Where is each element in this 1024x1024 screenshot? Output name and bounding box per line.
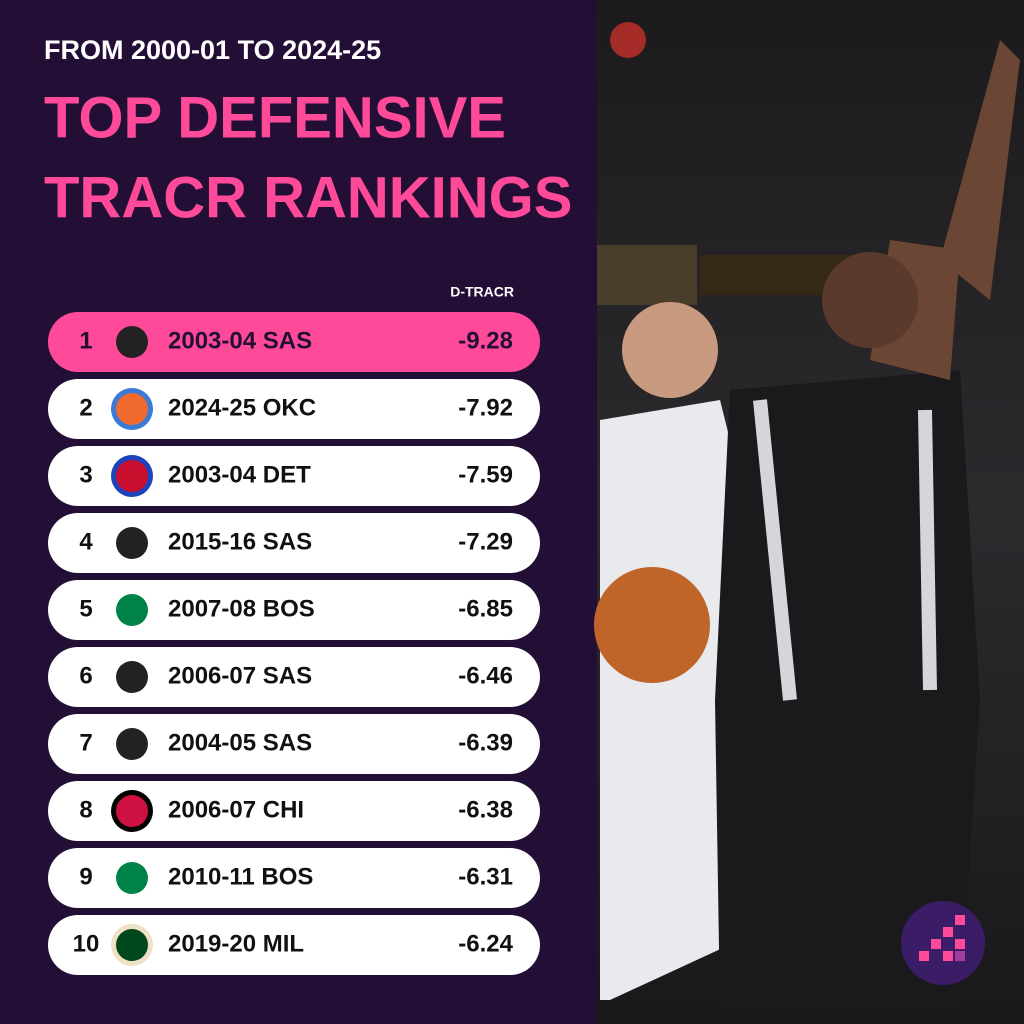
logo-core [116,594,148,626]
team-logo [111,455,153,497]
d-tracr-value: -6.24 [458,930,513,957]
ranking-row: 10 2019-20 MIL -6.24 [48,915,540,975]
team-logo [111,790,153,832]
title: TOP DEFENSIVE [44,85,506,150]
rank: 9 [79,863,92,890]
team-season: 2010-11 BOS [168,863,313,890]
team-season: 2003-04 SAS [168,327,312,354]
team-season: 2003-04 DET [168,461,311,488]
row-pill [48,714,540,774]
team-logo [116,661,148,693]
logo-core [116,862,148,894]
d-tracr-value: -6.85 [458,595,513,622]
ranking-row: 2 2024-25 OKC -7.92 [48,379,540,439]
team-logo [111,924,153,966]
team-logo [111,589,153,631]
logo-core [116,393,148,425]
rank: 1 [79,327,92,354]
d-tracr-value: -6.46 [458,662,513,689]
ranking-row: 8 2006-07 CHI -6.38 [48,781,540,841]
ranking-table: 1 2003-04 SAS -9.28 2 2024-25 OKC -7.92 3 2003-… [48,312,540,975]
d-tracr-value: -7.59 [458,461,513,488]
logo-core [116,326,148,358]
rank: 8 [79,796,92,823]
team-logo [116,326,148,358]
subtitle: FROM 2000-01 TO 2024-25 [44,35,381,65]
ranking-row: 4 2015-16 SAS -7.29 [48,513,540,573]
row-pill [48,379,540,439]
ranking-row: 7 2004-05 SAS -6.39 [48,714,540,774]
d-tracr-value: -9.28 [458,327,513,354]
logo-core [116,527,148,559]
title: TRACR RANKINGS [44,165,572,230]
logo-core [116,728,148,760]
logo-core [116,795,148,827]
column-header: D-TRACR [450,284,514,300]
ranking-row: 1 2003-04 SAS -9.28 [48,312,540,372]
row-pill [48,781,540,841]
photo [594,0,1024,1024]
team-season: 2015-16 SAS [168,528,312,555]
team-season: 2006-07 SAS [168,662,312,689]
team-season: 2019-20 MIL [168,930,304,957]
d-tracr-value: -6.38 [458,796,513,823]
rank: 5 [79,595,92,622]
logo-core [116,661,148,693]
rank: 4 [79,528,93,555]
row-pill [48,446,540,506]
team-season: 2004-05 SAS [168,729,312,756]
ranking-row: 3 2003-04 DET -7.59 [48,446,540,506]
team-logo [111,388,153,430]
row-pill [48,580,540,640]
row-pill [48,848,540,908]
team-logo [116,728,148,760]
team-season: 2007-08 BOS [168,595,315,622]
row-pill [48,312,540,372]
rank: 6 [79,662,92,689]
rank: 2 [79,394,92,421]
team-logo [116,527,148,559]
ranking-row: 9 2010-11 BOS -6.31 [48,848,540,908]
rank: 3 [79,461,92,488]
d-tracr-value: -6.31 [458,863,513,890]
d-tracr-value: -7.29 [458,528,513,555]
d-tracr-value: -7.92 [458,394,513,421]
team-logo [111,857,153,899]
rank: 7 [79,729,92,756]
team-season: 2006-07 CHI [168,796,304,823]
logo-core [116,460,148,492]
row-pill [48,915,540,975]
logo-core [116,929,148,961]
ranking-row: 5 2007-08 BOS -6.85 [48,580,540,640]
team-season: 2024-25 OKC [168,394,316,421]
d-tracr-value: -6.39 [458,729,513,756]
rank: 10 [73,930,100,957]
row-pill [48,513,540,573]
ranking-row: 6 2006-07 SAS -6.46 [48,647,540,707]
row-pill [48,647,540,707]
